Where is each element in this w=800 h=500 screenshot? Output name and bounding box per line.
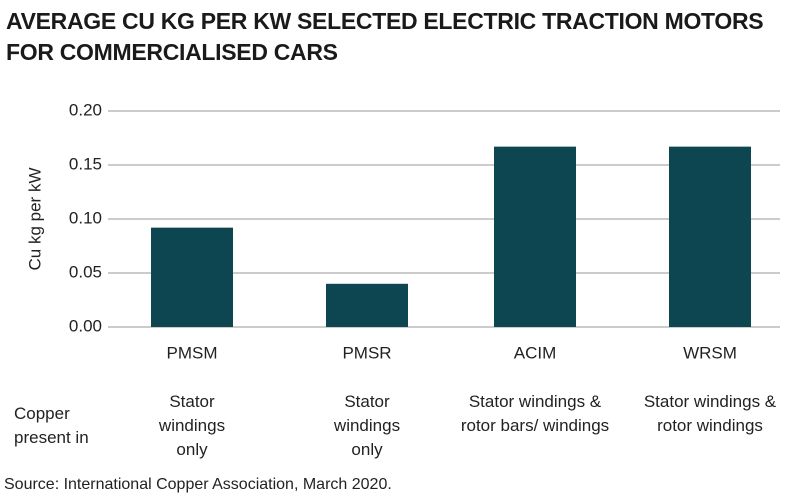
bar	[494, 146, 576, 327]
x-tick-label: PMSM	[167, 343, 218, 362]
x-tick-label: PMSR	[342, 343, 391, 362]
y-tick-label: 0.10	[69, 208, 102, 227]
source: Source: International Copper Association…	[4, 476, 392, 493]
x-tick-label: WRSM	[683, 343, 737, 362]
y-tick-label: 0.15	[69, 154, 102, 173]
category-note: Stator windings only	[158, 392, 226, 459]
x-tick-label: ACIM	[514, 343, 557, 362]
row-label: Copper present in	[14, 404, 89, 447]
category-note: Stator windings & rotor windings	[643, 392, 777, 435]
category-note: Stator windings & rotor bars/ windings	[460, 392, 610, 435]
bar	[151, 227, 233, 327]
category-note: Stator windings only	[333, 392, 401, 459]
bar	[326, 283, 408, 327]
y-tick-label: 0.05	[69, 262, 102, 281]
y-axis-label: Cu kg per kW	[25, 168, 44, 271]
bar	[669, 146, 751, 327]
chart-title: AVERAGE CU KG PER KW SELECTED ELECTRIC T…	[6, 8, 764, 65]
y-tick-label: 0.00	[69, 316, 102, 335]
y-tick-label: 0.20	[69, 100, 102, 119]
